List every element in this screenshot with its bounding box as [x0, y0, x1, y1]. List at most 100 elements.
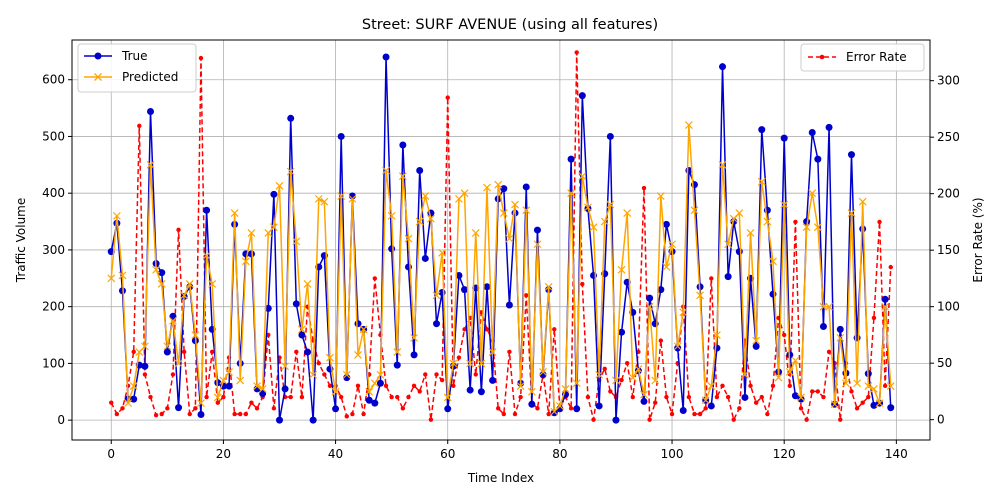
point-predicted	[303, 280, 312, 288]
point-true	[175, 404, 183, 412]
point-true	[388, 245, 396, 253]
point-error-rate	[821, 394, 826, 400]
point-predicted	[819, 302, 828, 311]
point-error-rate	[804, 417, 809, 422]
y2-tick-label: 100	[937, 300, 960, 314]
point-error-rate	[417, 389, 422, 394]
point-true	[393, 361, 401, 369]
point-error-rate	[372, 276, 378, 281]
y-axis-left: 0 100 200 300 400 500 600	[42, 73, 72, 427]
point-error-rate	[871, 315, 877, 321]
point-predicted	[185, 280, 194, 288]
point-true	[169, 312, 177, 320]
point-error-rate	[765, 411, 770, 417]
point-error-rate	[338, 394, 344, 400]
point-predicted	[426, 214, 435, 223]
point-true	[365, 396, 373, 404]
point-predicted	[841, 379, 850, 388]
point-predicted	[780, 200, 789, 209]
point-true	[791, 392, 799, 400]
point-error-rate	[608, 389, 613, 394]
point-predicted	[684, 121, 693, 130]
y-tick-label: 600	[42, 73, 65, 87]
point-error-rate	[462, 327, 467, 332]
point-error-rate	[238, 411, 243, 417]
point-predicted	[881, 302, 890, 311]
point-error-rate	[720, 383, 725, 388]
point-true	[421, 254, 429, 262]
point-error-rate	[737, 406, 742, 411]
point-predicted	[258, 385, 267, 393]
legend-predicted-label: Predicted	[122, 70, 178, 84]
point-true	[618, 328, 626, 336]
legend-right-box	[800, 43, 925, 72]
point-error-rate	[400, 406, 406, 411]
point-error-rate	[501, 411, 507, 417]
point-error-rate	[591, 417, 596, 422]
point-error-rate	[165, 406, 170, 411]
point-predicted	[662, 263, 671, 271]
point-error-rate	[423, 372, 428, 377]
point-true	[528, 400, 536, 408]
point-error-rate	[288, 394, 293, 400]
point-true	[780, 134, 788, 142]
point-predicted	[617, 265, 626, 274]
point-error-rate	[271, 406, 277, 411]
y2-axis-title: Error Rate (%)	[971, 197, 985, 282]
point-error-rate	[294, 349, 299, 355]
point-error-rate	[849, 389, 854, 394]
point-predicted	[847, 209, 856, 217]
point-error-rate	[142, 372, 148, 377]
point-predicted	[202, 251, 211, 260]
point-true	[505, 301, 513, 309]
point-true	[158, 269, 166, 277]
point-error-rate	[428, 417, 434, 422]
point-error-rate	[495, 406, 501, 411]
point-predicted	[146, 160, 155, 169]
point-predicted	[292, 237, 301, 246]
point-error-rate	[484, 327, 490, 332]
point-predicted	[791, 356, 800, 365]
point-error-rate	[602, 366, 607, 372]
point-true	[752, 342, 760, 350]
point-error-rate	[299, 394, 305, 400]
series-line-error-rate	[110, 51, 892, 421]
point-error-rate	[866, 394, 871, 400]
point-predicted	[387, 211, 396, 220]
point-true	[814, 155, 822, 163]
point-predicted	[112, 211, 121, 220]
point-error-rate	[249, 400, 254, 405]
point-predicted	[331, 387, 340, 396]
point-error-rate	[411, 383, 417, 388]
point-predicted	[269, 223, 278, 232]
point-error-rate	[198, 55, 204, 61]
point-predicted	[163, 342, 172, 351]
point-true	[887, 404, 895, 412]
point-error-rate	[524, 293, 529, 298]
point-error-rate	[748, 383, 753, 388]
point-error-rate	[344, 414, 349, 419]
series-true	[107, 53, 895, 424]
point-predicted	[124, 399, 133, 408]
point-error-rate	[664, 394, 669, 400]
point-true	[533, 226, 541, 234]
point-predicted	[466, 359, 475, 368]
point-error-rate	[798, 406, 804, 411]
point-error-rate	[518, 394, 523, 400]
point-predicted	[382, 166, 390, 175]
point-predicted	[359, 325, 368, 334]
point-predicted	[477, 359, 486, 368]
point-error-rate	[888, 264, 893, 270]
point-predicted	[488, 348, 497, 356]
point-predicted	[606, 200, 615, 209]
x-tick-label: 100	[661, 447, 684, 461]
point-predicted	[718, 160, 727, 169]
point-error-rate	[669, 411, 675, 417]
point-predicted	[471, 228, 480, 237]
point-predicted	[376, 370, 385, 379]
point-predicted	[869, 385, 878, 393]
point-predicted	[712, 331, 721, 339]
point-true	[646, 294, 654, 302]
point-true	[416, 166, 424, 174]
point-error-rate	[187, 411, 192, 417]
